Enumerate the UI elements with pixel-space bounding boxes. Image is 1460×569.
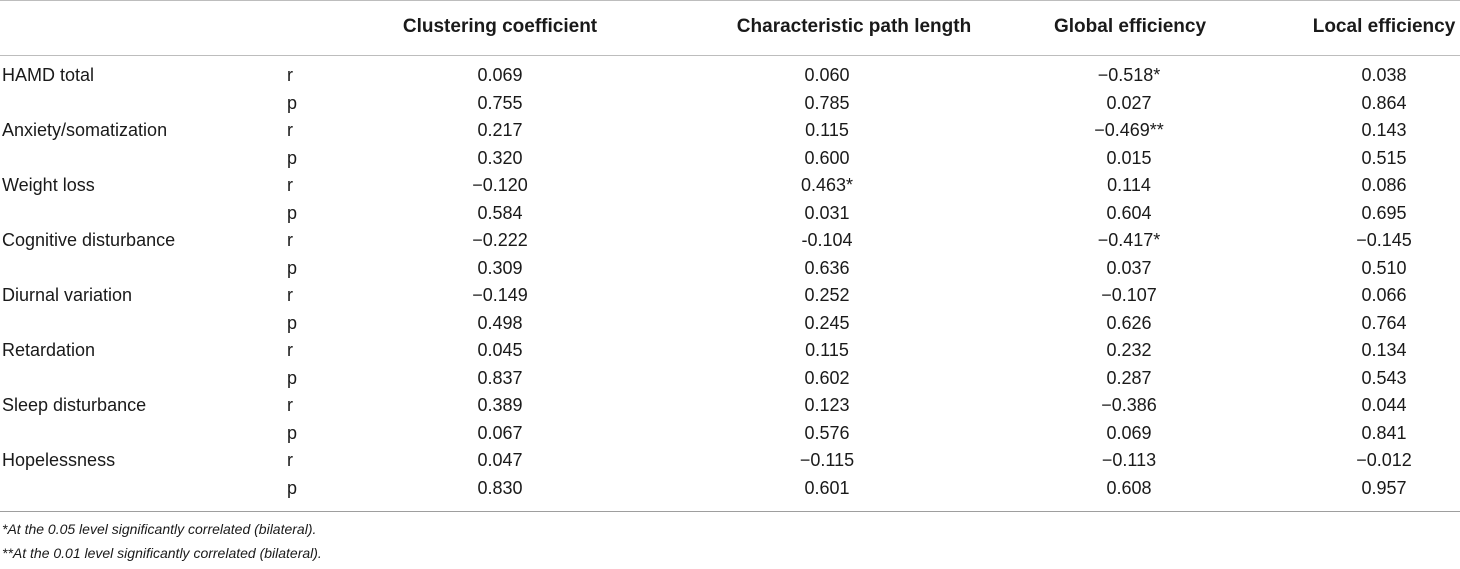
- row-stat-label: r: [287, 340, 293, 360]
- table-cell: 0.830: [477, 477, 523, 498]
- row-stat-label: r: [287, 230, 293, 250]
- table-cell: 0.320: [477, 147, 523, 168]
- table-cell: −0.012: [1356, 450, 1412, 470]
- table-cell: −0.115: [799, 450, 855, 470]
- table-cell: 0.044: [1361, 395, 1407, 415]
- table-top-rule: [0, 0, 1460, 1]
- table-cell: −0.107: [1101, 285, 1157, 305]
- table-cell: 0.543: [1361, 367, 1407, 388]
- table-cell: −0.113: [1101, 450, 1157, 470]
- row-variable-label: Anxiety/somatization: [2, 120, 168, 140]
- table-cell: 0.027: [1106, 92, 1152, 113]
- table-cell: 0.143: [1361, 120, 1407, 140]
- table-cell: 0.217: [477, 120, 523, 140]
- table-cell: 0.123: [804, 395, 850, 415]
- table-cell: 0.015: [1106, 147, 1152, 168]
- row-variable-label: Sleep disturbance: [2, 395, 147, 415]
- table-cell: 0.576: [804, 422, 850, 443]
- table-cell: −0.518*: [1097, 65, 1161, 85]
- table-cell: 0.864: [1361, 92, 1407, 113]
- table-cell: 0.608: [1106, 477, 1152, 498]
- table-cell: 0.584: [477, 202, 523, 223]
- table-cell: 0.038: [1361, 65, 1407, 85]
- table-cell: 0.134: [1361, 340, 1407, 360]
- table-cell: 0.510: [1361, 257, 1407, 278]
- table-cell: 0.841: [1361, 422, 1407, 443]
- table-cell: −0.149: [472, 285, 528, 305]
- table-cell: 0.498: [477, 312, 523, 333]
- table-cell: 0.309: [477, 257, 523, 278]
- row-stat-label: p: [287, 92, 298, 113]
- table-cell: 0.114: [1107, 175, 1151, 195]
- row-variable-label: Diurnal variation: [2, 285, 133, 305]
- table-cell: 0.389: [477, 395, 523, 415]
- row-stat-label: p: [287, 147, 298, 168]
- table-cell: −0.145: [1356, 230, 1412, 250]
- table-cell: −0.386: [1101, 395, 1157, 415]
- row-stat-label: p: [287, 312, 298, 333]
- table-cell: 0.069: [1106, 422, 1152, 443]
- table-cell: 0.031: [804, 202, 850, 223]
- footnote-double-asterisk: **At the 0.01 level significantly correl…: [2, 545, 322, 561]
- table-cell: 0.604: [1106, 202, 1152, 223]
- header-local-efficiency: Local efficiency: [1312, 16, 1456, 37]
- table-cell: 0.287: [1106, 367, 1152, 388]
- table-cell: 0.115: [805, 340, 849, 360]
- header-global-efficiency: Global efficiency: [1053, 16, 1207, 37]
- row-stat-label: r: [287, 120, 293, 140]
- table-bottom-rule: [0, 511, 1460, 512]
- row-variable-label: Cognitive disturbance: [2, 230, 176, 250]
- row-stat-label: r: [287, 175, 293, 195]
- table-cell: 0.086: [1361, 175, 1407, 195]
- table-cell: −0.120: [472, 175, 528, 195]
- table-cell: 0.600: [804, 147, 850, 168]
- table-cell: 0.115: [805, 120, 849, 140]
- table-cell: 0.463*: [800, 175, 854, 195]
- row-stat-label: r: [287, 395, 293, 415]
- table-cell: 0.047: [477, 450, 523, 470]
- row-variable-label: Hopelessness: [2, 450, 116, 470]
- row-stat-label: r: [287, 65, 293, 85]
- row-stat-label: p: [287, 202, 298, 223]
- table-cell: 0.755: [477, 92, 523, 113]
- header-characteristic-path-length: Characteristic path length: [736, 16, 972, 37]
- table-cell: −0.222: [472, 230, 528, 250]
- table-cell: 0.067: [477, 422, 523, 443]
- row-stat-label: r: [287, 450, 293, 470]
- table-cell: 0.601: [804, 477, 850, 498]
- table-cell: 0.957: [1361, 477, 1407, 498]
- table-cell: 0.515: [1361, 147, 1407, 168]
- table-cell: 0.045: [477, 340, 523, 360]
- table-cell: 0.245: [804, 312, 850, 333]
- row-variable-label: Retardation: [2, 340, 96, 360]
- row-stat-label: p: [287, 367, 298, 388]
- row-variable-label: Weight loss: [2, 175, 95, 195]
- header-rule: [0, 55, 1460, 56]
- table-cell: 0.066: [1361, 285, 1407, 305]
- table-cell: −0.469**: [1094, 120, 1164, 140]
- table-cell: 0.626: [1106, 312, 1152, 333]
- table-cell: 0.232: [1106, 340, 1152, 360]
- footnote-single-asterisk: *At the 0.05 level significantly correla…: [2, 521, 317, 537]
- table-cell: 0.785: [804, 92, 850, 113]
- table-cell: 0.636: [804, 257, 850, 278]
- row-stat-label: p: [287, 477, 298, 498]
- table-cell: −0.417*: [1097, 230, 1161, 250]
- table-cell: 0.069: [477, 65, 523, 85]
- row-variable-label: HAMD total: [2, 65, 95, 85]
- row-stat-label: p: [287, 422, 298, 443]
- table-cell: 0.252: [804, 285, 850, 305]
- table-cell: 0.060: [804, 65, 850, 85]
- row-stat-label: p: [287, 257, 298, 278]
- table-cell: 0.837: [477, 367, 523, 388]
- table-cell: -0.104: [801, 230, 853, 250]
- table-cell: 0.695: [1361, 202, 1407, 223]
- row-stat-label: r: [287, 285, 293, 305]
- header-clustering-coefficient: Clustering coefficient: [402, 16, 598, 37]
- table-cell: 0.037: [1106, 257, 1152, 278]
- table-cell: 0.764: [1361, 312, 1407, 333]
- table-cell: 0.602: [804, 367, 850, 388]
